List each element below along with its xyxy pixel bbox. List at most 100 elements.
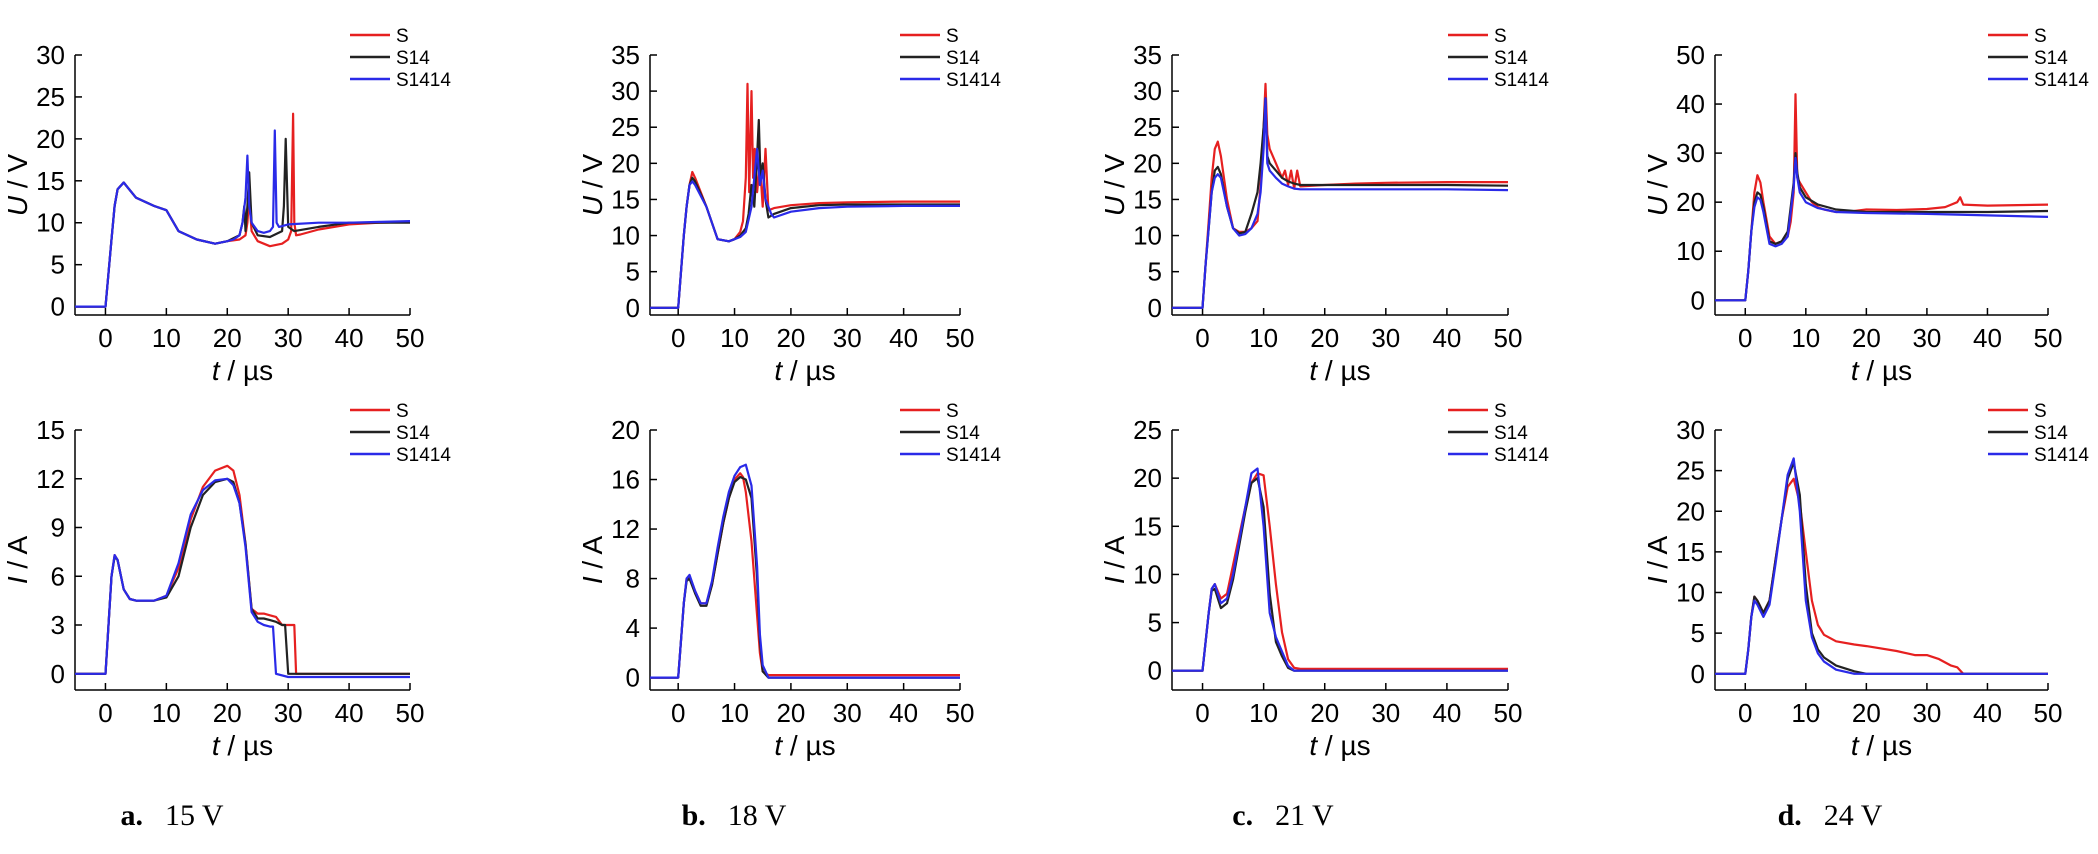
series-line-s1414 [1715,156,2049,302]
x-tick-label: 30 [1912,698,1941,728]
y-axis-label: U / V [2,154,33,217]
y-tick-label: 0 [1148,293,1162,323]
x-tick-label: 40 [889,698,918,728]
y-tick-label: 5 [1691,618,1705,648]
x-tick-label: 30 [274,323,303,353]
series-line-s [75,112,411,308]
y-tick-label: 0 [626,293,640,323]
legend-label-s1414: S1414 [2034,70,2089,91]
series-line-s14 [1715,461,2048,675]
x-axis-label: t / µs [212,730,273,761]
y-tick-label: 8 [626,564,640,594]
y-axis-label: U / V [1099,154,1130,217]
y-tick-label: 20 [611,148,640,178]
x-axis-label: t / µs [1851,730,1912,761]
legend-label-s1414: S1414 [946,70,1001,91]
legend-label-s: S [396,26,409,47]
legend-label-s1414: S1414 [396,445,451,466]
y-tick-label: 25 [1133,112,1162,142]
series-line-s [1172,82,1508,309]
y-axis-label: U / V [577,154,608,217]
x-tick-label: 40 [1432,698,1461,728]
y-axis-label: I / A [1642,536,1673,585]
x-tick-label: 30 [833,698,862,728]
x-axis-label: t / µs [774,730,835,761]
y-tick-label: 25 [1676,456,1705,486]
legend-label-s1414: S1414 [396,70,451,91]
legend-label-s14: S14 [396,48,430,69]
y-axis-label: I / A [1099,536,1130,585]
legend-label-s14: S14 [946,48,980,69]
x-tick-label: 10 [152,698,181,728]
x-tick-label: 10 [720,698,749,728]
y-tick-label: 25 [36,82,65,112]
legend-label-s1414: S1414 [946,445,1001,466]
series-line-s1414 [75,129,411,308]
y-tick-label: 3 [51,610,65,640]
panel-caption: a. 15 V [120,799,223,832]
panel-d-I: 0 5 10 15 20 25 30 0 10 20 30 40 50 t / µs I / A SS14S1… [1642,401,2089,761]
legend-label-s1414: S1414 [2034,445,2089,466]
y-tick-label: 10 [611,221,640,251]
y-tick-label: 20 [1133,148,1162,178]
x-axis-label: t / µs [1309,355,1370,386]
series-line-s [650,82,960,309]
y-tick-label: 20 [1133,463,1162,493]
x-tick-label: 10 [1791,698,1820,728]
x-tick-label: 0 [1195,323,1209,353]
series-line-s1414 [75,477,410,679]
panel-caption: d. 24 V [1778,799,1883,832]
x-tick-label: 0 [1195,698,1209,728]
x-axis-label: t / µs [774,355,835,386]
legend-label-s: S [1494,401,1507,422]
y-tick-label: 15 [1133,184,1162,214]
x-tick-label: 40 [1973,323,2002,353]
legend-label-s14: S14 [2034,423,2068,444]
series-line-s [75,464,410,675]
series-line-s1414 [650,147,960,309]
caption-voltage: 24 V [1824,799,1883,832]
y-tick-label: 10 [36,208,65,238]
panel-caption: c. 21 V [1232,799,1334,832]
y-tick-label: 16 [611,465,640,495]
x-tick-label: 0 [1738,698,1752,728]
caption-voltage: 18 V [728,799,787,832]
legend-label-s1414: S1414 [1494,70,1549,91]
legend-label-s1414: S1414 [1494,445,1549,466]
y-tick-label: 12 [36,464,65,494]
series-line-s14 [1172,97,1509,309]
y-tick-label: 20 [1676,496,1705,526]
y-tick-label: 15 [36,415,65,445]
x-tick-label: 40 [335,698,364,728]
y-tick-label: 5 [51,250,65,280]
x-tick-label: 40 [889,323,918,353]
x-tick-label: 30 [833,323,862,353]
y-tick-label: 0 [1691,659,1705,689]
legend-label-s: S [2034,26,2047,47]
series-line-s14 [650,475,960,679]
y-tick-label: 15 [36,166,65,196]
y-tick-label: 12 [611,514,640,544]
series-line-s [1715,477,2048,675]
x-tick-label: 50 [396,323,425,353]
legend-label-s: S [396,401,409,422]
y-tick-label: 15 [1676,537,1705,567]
legend-label-s14: S14 [396,423,430,444]
y-tick-label: 6 [51,561,65,591]
caption-letter: c. [1232,799,1253,832]
x-tick-label: 20 [776,323,805,353]
series-line-s14 [1172,477,1508,672]
x-tick-label: 20 [213,323,242,353]
x-tick-label: 20 [776,698,805,728]
y-tick-label: 30 [1133,76,1162,106]
y-tick-label: 20 [36,124,65,154]
x-tick-label: 0 [671,698,685,728]
x-tick-label: 50 [946,323,975,353]
x-axis-label: t / µs [1309,730,1370,761]
legend-label-s: S [946,26,959,47]
y-tick-label: 0 [51,659,65,689]
